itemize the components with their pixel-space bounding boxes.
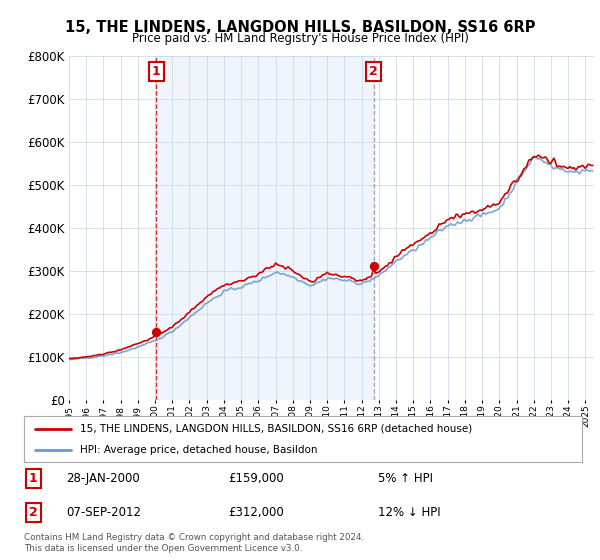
Point (368, 262, 379, 270)
Text: 28-JAN-2000: 28-JAN-2000 (66, 472, 140, 486)
Text: Price paid vs. HM Land Registry's House Price Index (HPI): Price paid vs. HM Land Registry's House … (131, 32, 469, 45)
Text: 1: 1 (152, 65, 161, 78)
Text: Contains HM Land Registry data © Crown copyright and database right 2024.
This d: Contains HM Land Registry data © Crown c… (24, 533, 364, 553)
Text: 1: 1 (29, 472, 37, 486)
Text: HPI: Average price, detached house, Basildon: HPI: Average price, detached house, Basi… (80, 445, 317, 455)
Text: 07-SEP-2012: 07-SEP-2012 (66, 506, 141, 519)
Text: 15, THE LINDENS, LANGDON HILLS, BASILDON, SS16 6RP (detached house): 15, THE LINDENS, LANGDON HILLS, BASILDON… (80, 424, 472, 434)
Point (151, 328, 161, 337)
Text: 2: 2 (29, 506, 37, 519)
Text: 2: 2 (369, 65, 378, 78)
Bar (156, 56, 373, 400)
Text: 15, THE LINDENS, LANGDON HILLS, BASILDON, SS16 6RP: 15, THE LINDENS, LANGDON HILLS, BASILDON… (65, 20, 535, 35)
Text: 5% ↑ HPI: 5% ↑ HPI (378, 472, 433, 486)
Text: £312,000: £312,000 (228, 506, 284, 519)
Text: £159,000: £159,000 (228, 472, 284, 486)
Text: 12% ↓ HPI: 12% ↓ HPI (378, 506, 440, 519)
